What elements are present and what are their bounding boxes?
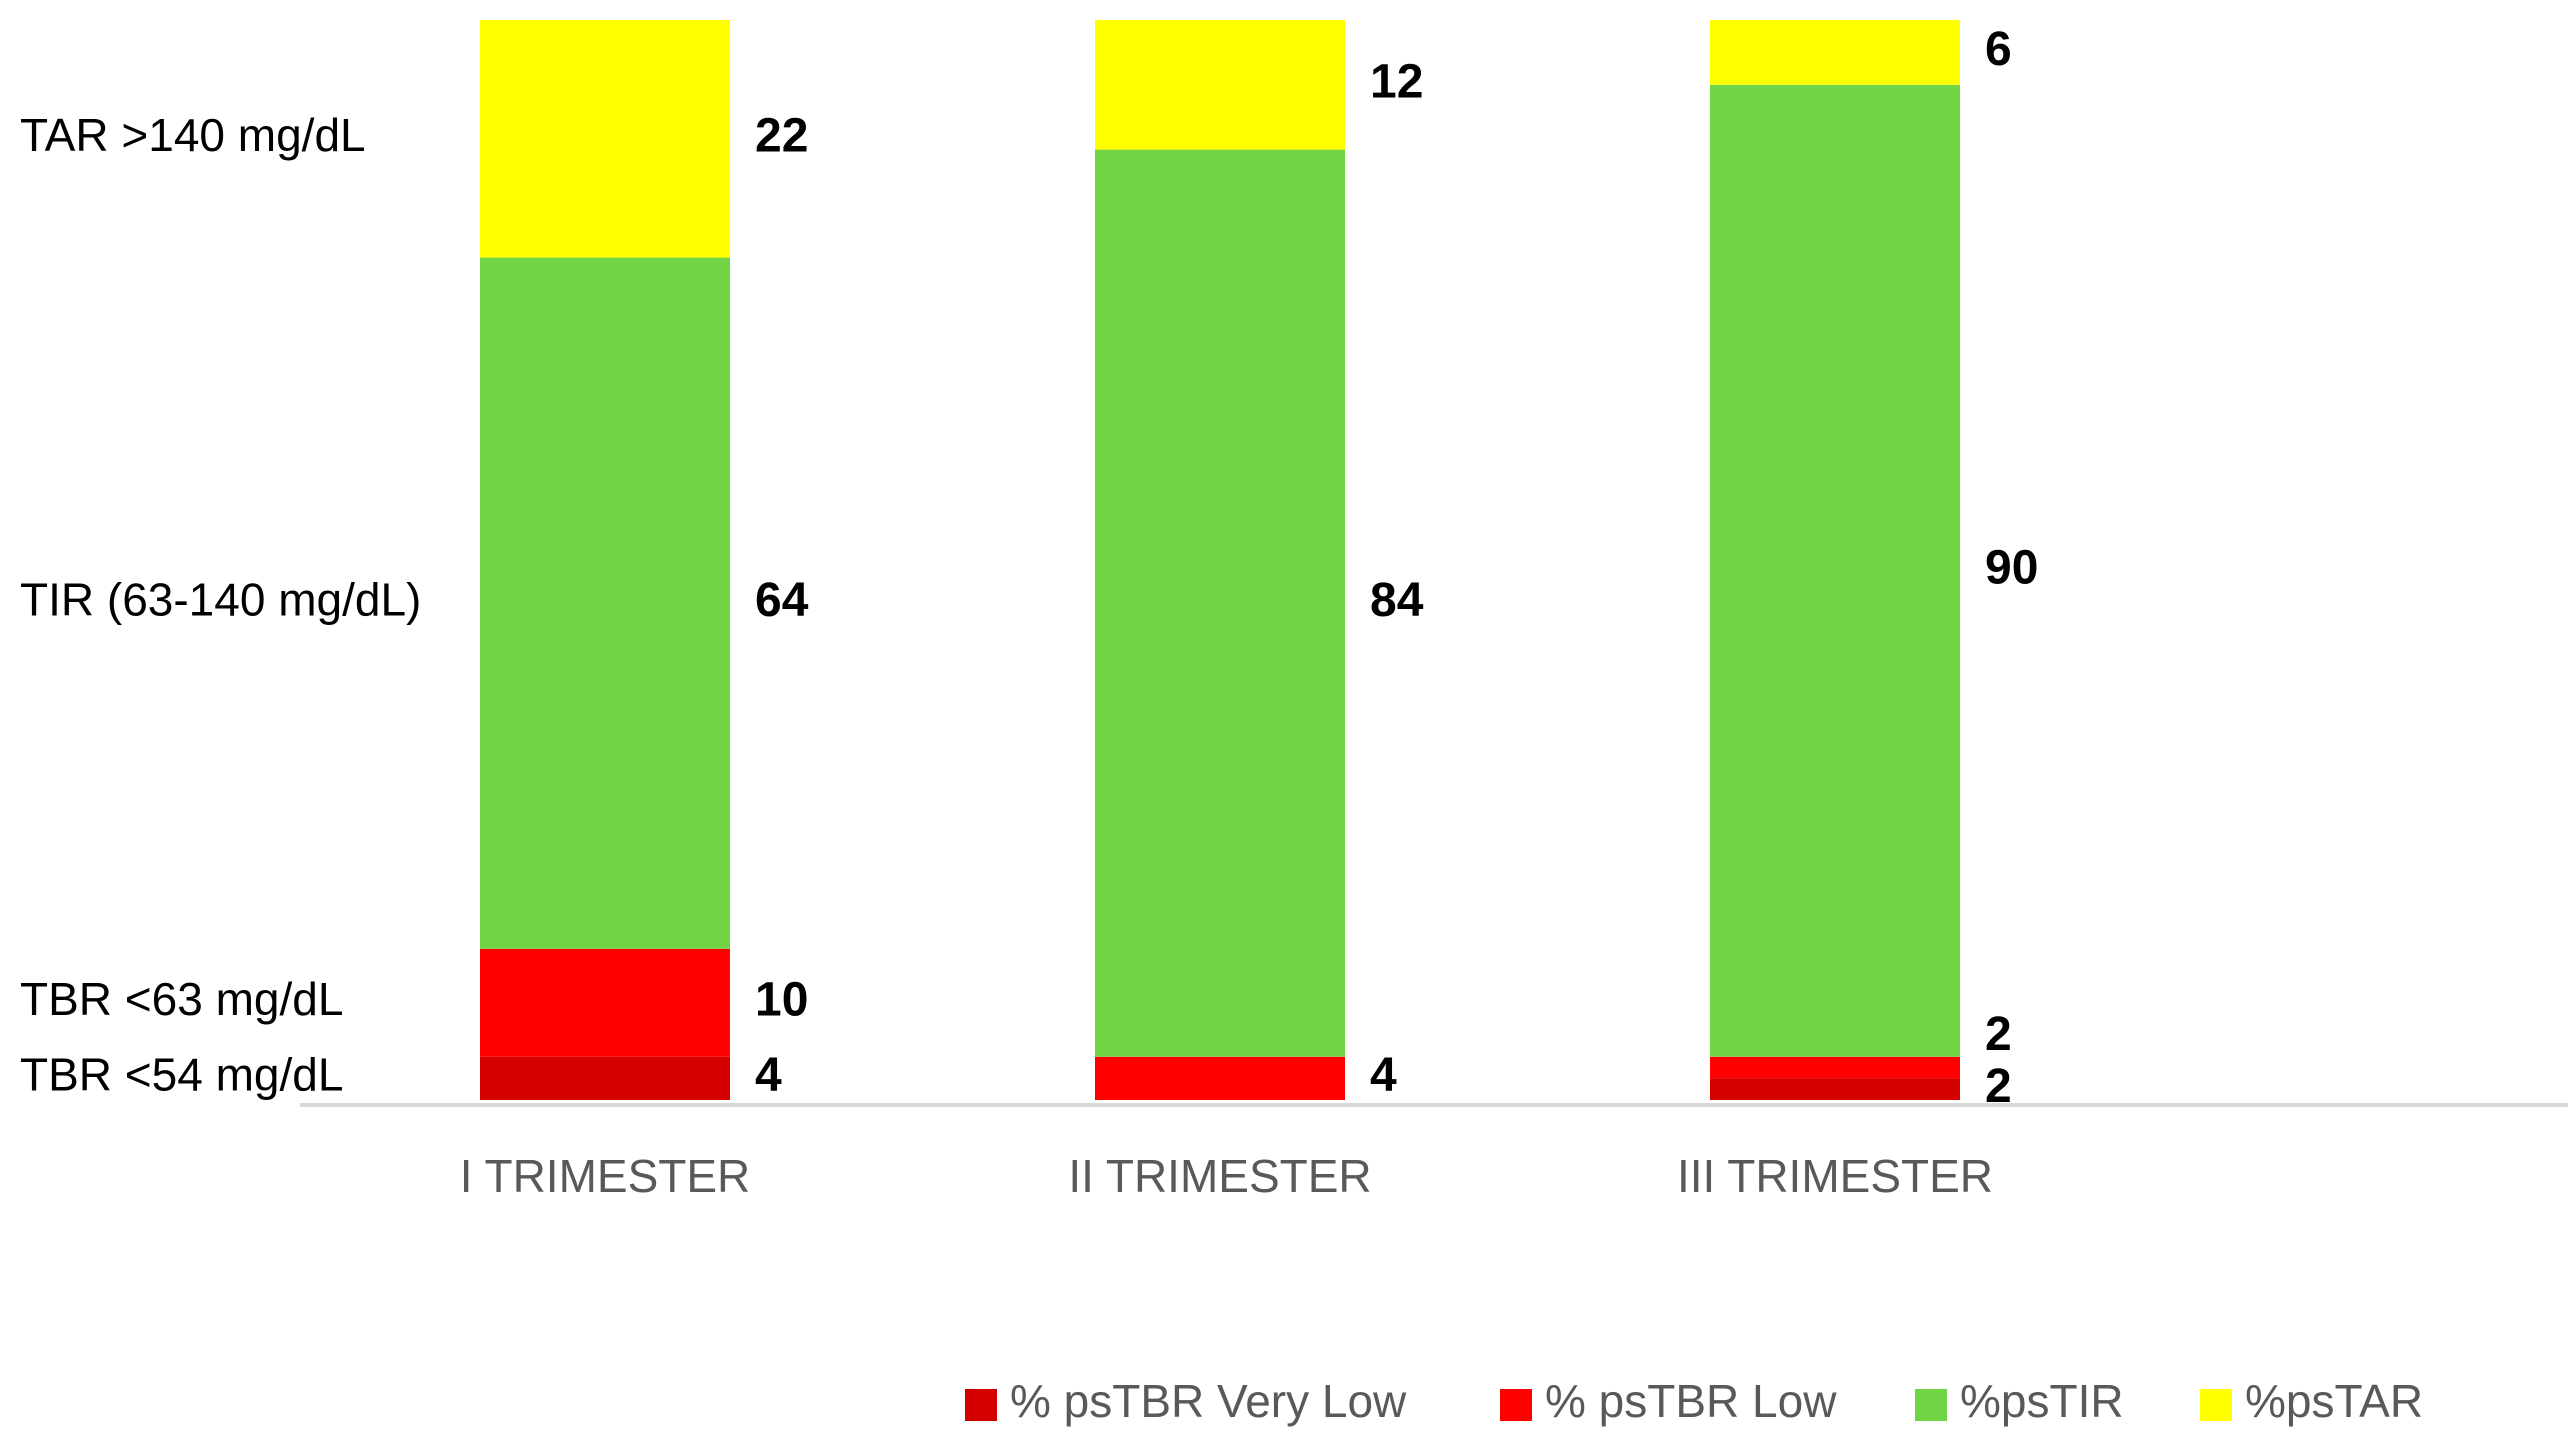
data-label-i-trimester-pstar: 22	[755, 109, 808, 162]
bar-segment-iii-trimester-pstar	[1710, 20, 1960, 85]
data-label-i-trimester-pstir: 64	[755, 574, 809, 627]
legend-label-pstar: %psTAR	[2245, 1375, 2423, 1427]
bar-segment-i-trimester-pstbr-very-low	[480, 1056, 730, 1100]
category-labels-layer: I TRIMESTER II TRIMESTER III TRIMESTER	[460, 1150, 1993, 1202]
legend-item-pstar: %psTAR	[2200, 1375, 2423, 1427]
range-labels-layer: TBR <54 mg/dL TBR <63 mg/dL TIR (63-140 mg…	[20, 109, 421, 1101]
category-label-i-trimester: I TRIMESTER	[460, 1150, 751, 1202]
legend-swatch-pstbr-very-low	[965, 1389, 997, 1421]
legend-label-pstir: %psTIR	[1960, 1375, 2124, 1427]
bar-segment-ii-trimester-pstir	[1095, 149, 1345, 1057]
bar-segment-ii-trimester-pstbr-low	[1095, 1056, 1345, 1100]
bar-segment-iii-trimester-pstbr-very-low	[1710, 1078, 1960, 1100]
data-label-ii-trimester-pstbr-low: 4	[1370, 1049, 1397, 1102]
bar-segment-ii-trimester-pstar	[1095, 20, 1345, 150]
bar-segment-iii-trimester-pstbr-low	[1710, 1056, 1960, 1079]
legend: % psTBR Very Low % psTBR Low %psTIR %psTAR	[965, 1375, 2423, 1427]
bar-segment-iii-trimester-pstir	[1710, 84, 1960, 1057]
range-label-tbr-63-mg-dl: TBR <63 mg/dL	[20, 973, 343, 1025]
legend-item-pstir: %psTIR	[1915, 1375, 2124, 1427]
bar-segment-i-trimester-pstar	[480, 20, 730, 258]
category-label-ii-trimester: II TRIMESTER	[1068, 1150, 1371, 1202]
range-label-tar-140-mg-dl: TAR >140 mg/dL	[20, 109, 366, 161]
legend-item-pstbr-low: % psTBR Low	[1500, 1375, 1837, 1427]
data-label-i-trimester-pstbr-very-low: 4	[755, 1049, 782, 1102]
range-label-tir-63-140-mg-dl: TIR (63-140 mg/dL)	[20, 573, 421, 625]
legend-swatch-pstbr-low	[1500, 1389, 1532, 1421]
range-label-tbr-54-mg-dl: TBR <54 mg/dL	[20, 1049, 343, 1101]
legend-label-pstbr-low: % psTBR Low	[1545, 1375, 1837, 1427]
bar-segment-i-trimester-pstbr-low	[480, 948, 730, 1057]
data-label-iii-trimester-pstbr-low: 2	[1985, 1008, 2012, 1061]
bar-segment-i-trimester-pstir	[480, 257, 730, 949]
data-label-ii-trimester-pstir: 84	[1370, 574, 1424, 627]
value-labels-layer: 4 10 64 22 4 84 12 22 90 6	[755, 23, 2038, 1113]
data-label-iii-trimester-pstbr-very-low: 2	[1985, 1060, 2012, 1113]
data-label-iii-trimester-pstir: 90	[1985, 541, 2038, 594]
legend-item-pstbr-very-low: % psTBR Very Low	[965, 1375, 1407, 1427]
data-label-i-trimester-pstbr-low: 10	[755, 973, 808, 1026]
bars-layer	[480, 20, 1960, 1100]
data-label-ii-trimester-pstar: 12	[1370, 55, 1423, 108]
legend-swatch-pstir	[1915, 1389, 1947, 1421]
data-label-iii-trimester-pstar: 6	[1985, 23, 2012, 76]
legend-swatch-pstar	[2200, 1389, 2232, 1421]
category-label-iii-trimester: III TRIMESTER	[1677, 1150, 1993, 1202]
legend-label-pstbr-very-low: % psTBR Very Low	[1010, 1375, 1407, 1427]
